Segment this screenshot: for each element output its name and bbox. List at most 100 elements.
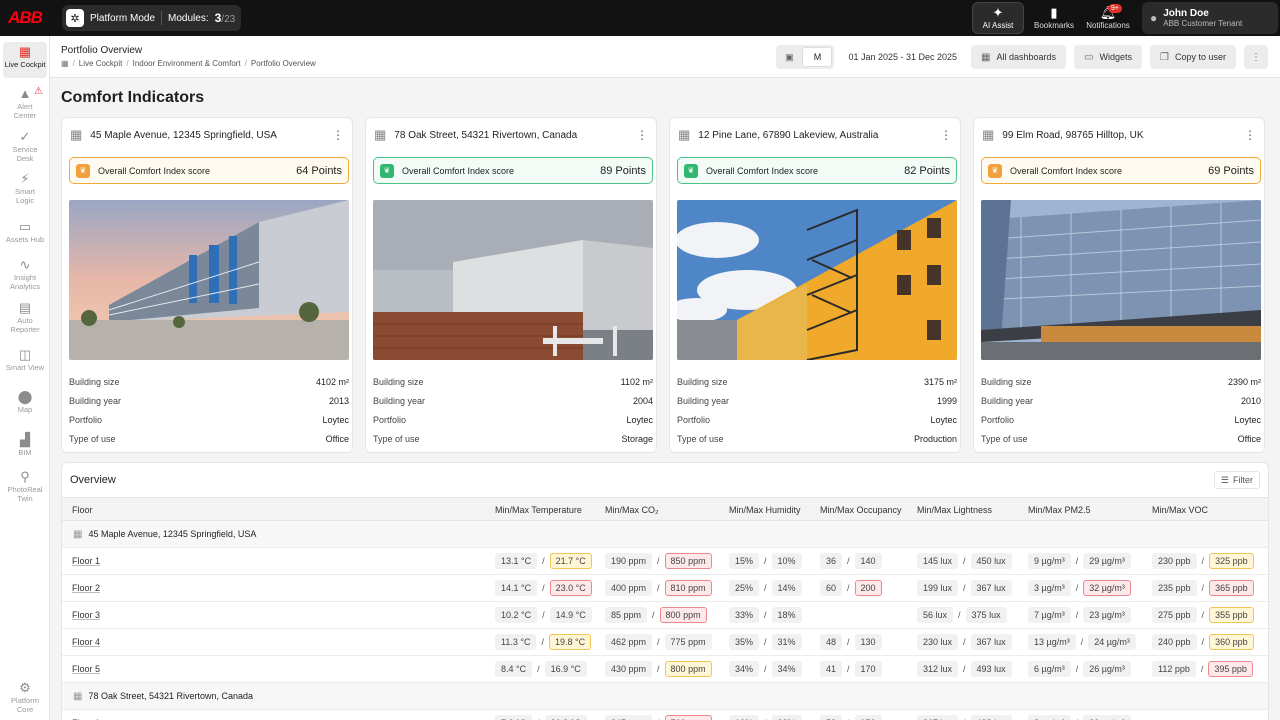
sidebar-item-live-cockpit[interactable]: ▦ Live Cockpit: [3, 42, 47, 78]
abb-logo[interactable]: ABB: [8, 8, 43, 27]
all-dashboards-button[interactable]: ▦ All dashboards: [971, 45, 1067, 69]
building-card[interactable]: ▦ 99 Elm Road, 98765 Hilltop, UK ⋮ ❦ Ove…: [973, 117, 1265, 453]
floor-link[interactable]: Floor 3: [72, 610, 101, 620]
building-card[interactable]: ▦ 45 Maple Avenue, 12345 Springfield, US…: [61, 117, 353, 453]
kebab-icon[interactable]: ⋮: [332, 128, 344, 142]
column-header[interactable]: Min/Max Occupancy: [820, 505, 902, 515]
notifications-button[interactable]: 🔔︎ 9+ Notifications: [1080, 2, 1136, 34]
column-header[interactable]: Min/Max Humidity: [729, 505, 801, 515]
date-range[interactable]: 01 Jan 2025 - 31 Dec 2025: [848, 52, 958, 62]
building-group-row[interactable]: ▦ 78 Oak Street, 54321 Rivertown, Canada: [62, 683, 1268, 710]
sidebar-item-service-desk[interactable]: ✓ Service Desk: [0, 130, 50, 164]
breadcrumb-item[interactable]: Indoor Environment & Comfort: [132, 59, 241, 68]
sidebar-item-alert-center[interactable]: ▲ ⚠ Alert Center: [0, 86, 50, 121]
max-value: 375 lux: [965, 607, 1007, 623]
column-header[interactable]: Floor: [72, 505, 93, 515]
comfort-score: ❦ Overall Comfort Index score 64 Points: [69, 157, 349, 184]
calendar-icon[interactable]: ▣: [785, 51, 794, 62]
report-icon: ▤: [18, 300, 32, 315]
alert-icon: ▲: [18, 86, 32, 101]
table-row[interactable]: Floor 5 8.4 °C / 16.9 °C 430 ppm / 800 p…: [62, 656, 1268, 683]
table-row[interactable]: Floor 2 14.1 °C / 23.0 °C 400 ppm / 810 …: [62, 575, 1268, 602]
min-value: 35%: [729, 634, 760, 650]
platform-mode-switch[interactable]: ✲ Platform Mode Modules: 3/23: [62, 5, 242, 31]
min-max-cell: 312 lux / 493 lux: [917, 661, 1012, 677]
max-value: 488 lux: [970, 715, 1012, 720]
column-header[interactable]: Min/Max Temperature: [495, 505, 582, 515]
building-address[interactable]: 78 Oak Street, 54321 Rivertown, Canada: [394, 129, 578, 141]
table-row[interactable]: Floor 1 13.1 °C / 21.7 °C 190 ppm / 850 …: [62, 548, 1268, 575]
fact-label: Building size: [69, 377, 120, 387]
floor-link[interactable]: Floor 1: [72, 718, 100, 720]
copy-to-user-button[interactable]: ❐ Copy to user: [1150, 45, 1236, 69]
column-header[interactable]: Min/Max CO₂: [605, 505, 659, 515]
fact-label: Building size: [981, 377, 1032, 387]
min-max-cell: 230 ppb / 325 ppb: [1152, 553, 1254, 569]
overview-panel: Overview ☰ Filter Floor Min/Max Temperat…: [61, 462, 1269, 720]
building-address[interactable]: 45 Maple Avenue, 12345 Springfield, USA: [90, 129, 277, 141]
fact-label: Type of use: [69, 434, 116, 444]
max-value: 20.2 °C: [544, 715, 587, 720]
min-max-cell: 7.6 °C / 20.2 °C: [495, 715, 587, 720]
max-value: 19.8 °C: [548, 634, 592, 650]
building-icon: ▦: [73, 690, 83, 702]
max-value: 18%: [771, 607, 802, 623]
min-value: 10.2 °C: [495, 607, 538, 623]
min-value: 11.3 °C: [495, 634, 537, 650]
widget-icon: ▭: [1084, 51, 1094, 63]
sidebar-item-auto-reporter[interactable]: ▤ Auto Reporter: [0, 300, 50, 335]
table-row[interactable]: Floor 4 11.3 °C / 19.8 °C 462 ppm / 775 …: [62, 629, 1268, 656]
score-label: Overall Comfort Index score: [1010, 165, 1123, 176]
kebab-icon: ⋮: [1251, 51, 1261, 63]
separator: /: [1080, 637, 1084, 647]
floor-link[interactable]: Floor 4: [72, 637, 101, 647]
sidebar-item-smart-logic[interactable]: ⚡︎ Smart Logic: [0, 172, 50, 206]
floor-link[interactable]: Floor 1: [72, 556, 101, 566]
kebab-icon[interactable]: ⋮: [636, 128, 648, 142]
separator: /: [764, 718, 767, 720]
building-address[interactable]: 12 Pine Lane, 67890 Lakeview, Australia: [698, 129, 879, 141]
building-card[interactable]: ▦ 12 Pine Lane, 67890 Lakeview, Australi…: [669, 117, 961, 453]
separator: /: [847, 556, 850, 566]
min-value: 85 ppm: [605, 607, 648, 623]
fact-label: Building year: [373, 396, 426, 406]
ai-assist-button[interactable]: ✦ AI Assist: [972, 2, 1024, 34]
user-name: John Doe: [1163, 8, 1209, 19]
separator: /: [657, 583, 660, 593]
devices-icon: ▭: [18, 219, 32, 234]
home-grid-icon[interactable]: ▦: [61, 59, 69, 68]
table-row[interactable]: Floor 3 10.2 °C / 14.9 °C 85 ppm / 800 p…: [62, 602, 1268, 629]
sidebar-item-assets-hub[interactable]: ▭ Assets Hub: [0, 219, 50, 245]
separator: /: [657, 718, 660, 720]
sidebar-item-smart-view[interactable]: ◫ Smart View: [0, 348, 50, 373]
filter-button[interactable]: ☰ Filter: [1213, 471, 1260, 489]
building-card[interactable]: ▦ 78 Oak Street, 54321 Rivertown, Canada…: [365, 117, 657, 453]
min-value: 240 ppb: [1152, 634, 1197, 650]
more-options-button[interactable]: ⋮: [1244, 45, 1268, 69]
floor-link[interactable]: Floor 2: [72, 583, 101, 593]
sidebar-item-platform-core[interactable]: ⚙ Platform Core: [0, 681, 50, 715]
column-header[interactable]: Min/Max Lightness: [917, 505, 993, 515]
column-header[interactable]: Min/Max PM2.5: [1028, 505, 1091, 515]
sidebar-item-insight-analytics[interactable]: ∿ Insight Analytics: [0, 258, 50, 292]
sidebar-item-map[interactable]: ⬤ Map: [0, 390, 50, 415]
building-group-row[interactable]: ▦ 45 Maple Avenue, 12345 Springfield, USA: [62, 521, 1268, 548]
widgets-button[interactable]: ▭ Widgets: [1074, 45, 1142, 69]
period-month-button[interactable]: M: [802, 47, 833, 67]
building-facts: Building size 4102 m² Building year 2013 P…: [69, 377, 349, 453]
user-menu[interactable]: ● John Doe ABB Customer Tenant: [1142, 2, 1278, 34]
min-max-cell: 3 µg/m³ / 32 µg/m³: [1028, 580, 1131, 596]
building-photo: [69, 200, 349, 360]
building-address[interactable]: 99 Elm Road, 98765 Hilltop, UK: [1002, 129, 1144, 141]
floor-link[interactable]: Floor 5: [72, 664, 101, 674]
min-max-cell: 190 ppm / 850 ppm: [605, 553, 712, 569]
breadcrumb-item[interactable]: Live Cockpit: [78, 59, 123, 68]
kebab-icon[interactable]: ⋮: [940, 128, 952, 142]
separator: /: [1075, 610, 1079, 620]
bookmarks-button[interactable]: ▮ Bookmarks: [1028, 2, 1080, 34]
sidebar-item-bim[interactable]: ▟ BIM: [0, 433, 50, 458]
column-header[interactable]: Min/Max VOC: [1152, 505, 1209, 515]
kebab-icon[interactable]: ⋮: [1244, 128, 1256, 142]
table-row[interactable]: Floor 1 7.6 °C / 20.2 °C 245 ppm / 760 p…: [62, 710, 1268, 720]
sidebar-item-photoreal-twin[interactable]: ⚲ PhotoReal Twin: [0, 470, 50, 504]
